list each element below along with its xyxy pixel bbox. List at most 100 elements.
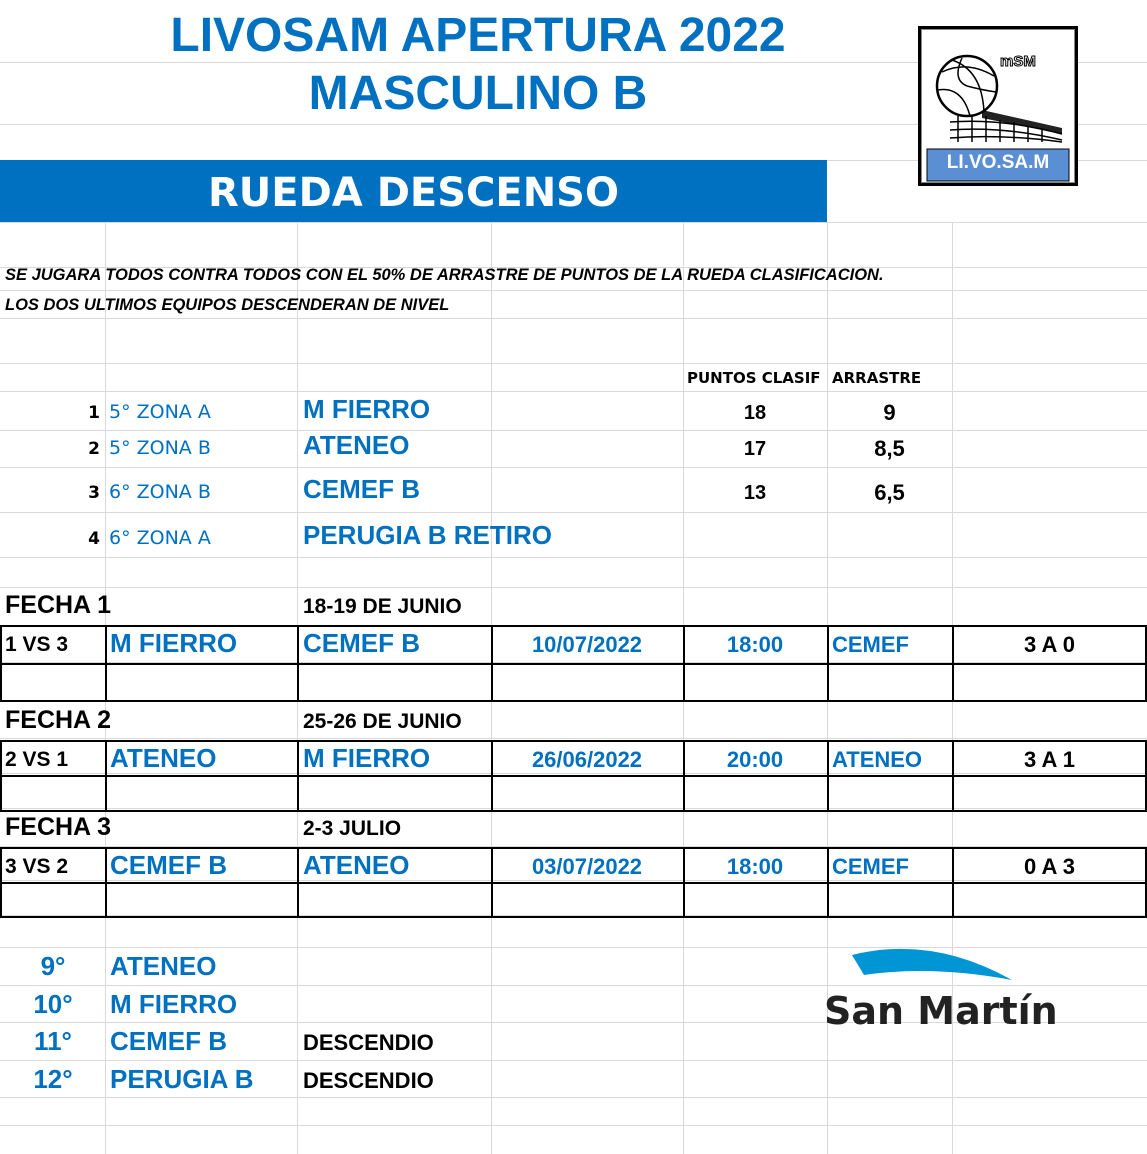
row-border — [0, 882, 1147, 884]
column-border — [491, 740, 493, 810]
section-title: RUEDA DESCENSO — [208, 170, 619, 216]
logo-label: LI.VO.SA.M — [946, 152, 1050, 173]
gridline — [0, 773, 1147, 774]
column-border — [952, 625, 954, 700]
match-pair: 2 VS 1 — [5, 748, 69, 771]
match-time: 18:00 — [726, 854, 784, 879]
gridline — [0, 846, 1147, 847]
column-border — [297, 625, 299, 700]
gridline — [0, 363, 1147, 364]
livosam-logo: mSM LI.VO.SA.M — [918, 26, 1078, 186]
gridline — [0, 62, 1147, 63]
fecha-dates: 25-26 DE JUNIO — [303, 710, 462, 733]
gridline — [0, 1125, 1147, 1126]
gridline — [0, 880, 1147, 881]
gridline — [0, 557, 1147, 558]
column-border — [297, 740, 299, 810]
team-number: 1 — [88, 403, 100, 423]
match-date: 10/07/2022 — [531, 632, 643, 657]
standing-team: ATENEO — [110, 951, 217, 981]
standing-status: DESCENDIO — [303, 1067, 434, 1093]
match-date: 03/07/2022 — [531, 854, 643, 879]
fecha-label: FECHA 1 — [5, 591, 112, 619]
sponsor-name: San Martín — [824, 989, 1058, 1033]
team-number: 3 — [88, 483, 100, 503]
column-border — [952, 740, 954, 810]
match-result: 3 A 0 — [1024, 632, 1075, 657]
gridline — [0, 587, 1147, 588]
team-carry: 9 — [883, 400, 896, 425]
column-border — [827, 847, 829, 916]
team-number: 2 — [88, 439, 100, 459]
match-home: CEMEF B — [110, 850, 227, 880]
fecha-label: FECHA 3 — [5, 813, 112, 841]
team-carry: 6,5 — [874, 480, 905, 505]
fecha-label: FECHA 2 — [5, 706, 112, 734]
team-zone: 5° ZONA B — [109, 437, 211, 459]
gridline — [0, 915, 1147, 916]
match-time: 20:00 — [726, 747, 784, 772]
gridline — [0, 290, 1147, 291]
column-border — [683, 740, 685, 810]
match-pair: 1 VS 3 — [5, 633, 69, 656]
row-border — [0, 775, 1147, 777]
header-points: PUNTOS CLASIF — [687, 369, 821, 387]
gridline — [0, 467, 1147, 468]
column-border — [491, 625, 493, 700]
match-away: ATENEO — [303, 850, 410, 880]
san-martin-logo: San Martín — [822, 945, 1058, 1035]
standing-team: CEMEF B — [110, 1026, 227, 1056]
team-name: PERUGIA B RETIRO — [303, 520, 552, 550]
gridline — [0, 808, 1147, 809]
column-border — [105, 740, 107, 810]
team-zone: 6° ZONA B — [109, 481, 211, 503]
title-line2: MASCULINO B — [308, 67, 648, 120]
gridline — [0, 124, 1147, 125]
row-border — [0, 663, 1147, 665]
column-border — [683, 625, 685, 700]
column-border — [683, 847, 685, 916]
team-number: 4 — [88, 529, 100, 549]
standing-position: 11° — [34, 1026, 72, 1056]
gridline — [0, 738, 1147, 739]
gridline — [0, 1097, 1147, 1098]
team-carry: 8,5 — [874, 436, 905, 461]
match-away: CEMEF B — [303, 628, 420, 658]
gridline — [0, 222, 1147, 223]
match-venue: ATENEO — [832, 747, 923, 772]
standing-team: PERUGIA B — [110, 1063, 254, 1094]
team-zone: 6° ZONA A — [109, 527, 211, 549]
column-border — [952, 847, 954, 916]
gridline — [0, 947, 1147, 948]
gridline — [0, 318, 1147, 319]
gridline — [0, 1022, 1147, 1023]
volleyball-icon: mSM — [926, 53, 1070, 182]
gridline — [0, 391, 1147, 392]
team-points: 17 — [743, 438, 767, 460]
title-line1: LIVOSAM APERTURA 2022 — [170, 9, 786, 62]
team-points: 13 — [743, 482, 767, 504]
match-date: 26/06/2022 — [531, 747, 643, 772]
svg-text:mSM: mSM — [1000, 53, 1036, 70]
note-line: SE JUGARA TODOS CONTRA TODOS CON EL 50% … — [5, 266, 884, 284]
san-martin-arc-icon — [852, 948, 1012, 980]
standing-position: 9° — [40, 951, 66, 981]
column-border — [491, 847, 493, 916]
match-time: 18:00 — [726, 632, 784, 657]
column-border — [297, 847, 299, 916]
team-name: CEMEF B — [303, 474, 420, 504]
column-border — [105, 625, 107, 700]
gridline — [0, 985, 1147, 986]
gridline — [0, 512, 1147, 513]
standing-team: M FIERRO — [110, 988, 238, 1019]
match-venue: CEMEF — [832, 632, 909, 657]
gridline — [0, 430, 1147, 431]
match-pair: 3 VS 2 — [5, 855, 69, 878]
gridline — [0, 662, 1147, 663]
team-zone: 5° ZONA A — [109, 401, 211, 423]
standing-status: DESCENDIO — [303, 1030, 434, 1055]
standing-position: 12° — [33, 1063, 73, 1094]
column-border — [105, 847, 107, 916]
standing-position: 10° — [33, 988, 73, 1019]
fecha-dates: 18-19 DE JUNIO — [303, 595, 462, 618]
